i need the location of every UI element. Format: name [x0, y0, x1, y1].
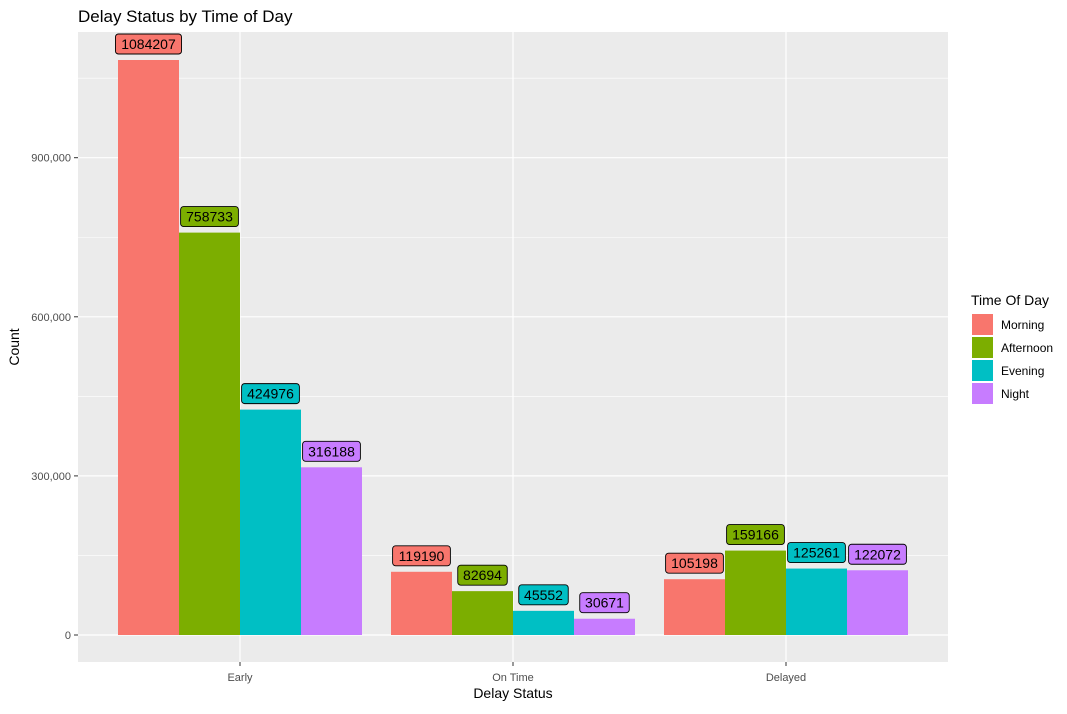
- bar: [725, 550, 786, 635]
- legend-key: [972, 337, 993, 358]
- y-tick-label: 0: [65, 630, 71, 642]
- data-labels: 1084207 119190 105198 758733 82694 159166 4249…: [114, 33, 907, 614]
- legend-label: Afternoon: [1001, 341, 1053, 355]
- data-label-box: [848, 543, 907, 565]
- data-label-box: [457, 564, 508, 586]
- data-label: 122072: [854, 546, 901, 562]
- bar: [391, 571, 452, 635]
- data-label: 159166: [732, 527, 779, 543]
- bar: [574, 618, 635, 635]
- data-label-box: [726, 524, 785, 546]
- data-label: 82694: [463, 567, 502, 583]
- bar: [664, 579, 725, 635]
- bar: [786, 568, 847, 635]
- bar: [301, 467, 362, 635]
- y-tick-label: 600,000: [31, 312, 71, 324]
- legend-label: Morning: [1001, 318, 1044, 332]
- bars: [118, 60, 908, 636]
- data-label: 105198: [671, 555, 718, 571]
- legend: Time Of Day Morning Afternoon Evening Night: [971, 292, 1053, 404]
- data-label: 758733: [186, 209, 233, 225]
- legend-label: Night: [1001, 387, 1030, 401]
- y-tick-label: 900,000: [31, 153, 71, 165]
- data-label-box: [302, 440, 361, 462]
- bar: [513, 610, 574, 635]
- legend-key: [972, 314, 993, 335]
- legend-label: Evening: [1001, 364, 1044, 378]
- data-label: 316188: [308, 443, 355, 459]
- data-label-box: [518, 584, 569, 606]
- legend-title: Time Of Day: [971, 292, 1049, 308]
- bar: [452, 591, 513, 635]
- data-label: 45552: [524, 587, 563, 603]
- chart-title: Delay Status by Time of Day: [78, 7, 293, 26]
- data-label-box: [241, 383, 300, 405]
- bar: [847, 570, 908, 635]
- x-tick-label: On Time: [492, 672, 534, 684]
- x-tick-label: Early: [227, 672, 253, 684]
- legend-key: [972, 360, 993, 381]
- y-axis: 0 300,000 600,000 900,000: [31, 153, 78, 642]
- bar: [118, 60, 179, 635]
- data-label: 125261: [793, 545, 840, 561]
- data-label-box: [787, 542, 846, 564]
- x-tick-label: Delayed: [766, 672, 806, 684]
- y-tick-label: 300,000: [31, 471, 71, 483]
- data-label: 119190: [399, 548, 445, 564]
- y-axis-title: Count: [6, 328, 22, 365]
- bar: [240, 409, 301, 635]
- data-label-box: [665, 552, 724, 574]
- data-label-box: [392, 545, 451, 567]
- data-label: 30671: [585, 595, 624, 611]
- x-axis-title: Delay Status: [473, 685, 552, 701]
- data-label: 1084207: [121, 36, 176, 52]
- data-label-box: [579, 592, 630, 614]
- data-label-box: [114, 33, 182, 55]
- data-label: 424976: [247, 386, 294, 402]
- bar: [179, 232, 240, 636]
- legend-key: [972, 383, 993, 404]
- data-label-box: [180, 206, 239, 228]
- x-axis: Early On Time Delayed: [227, 662, 806, 684]
